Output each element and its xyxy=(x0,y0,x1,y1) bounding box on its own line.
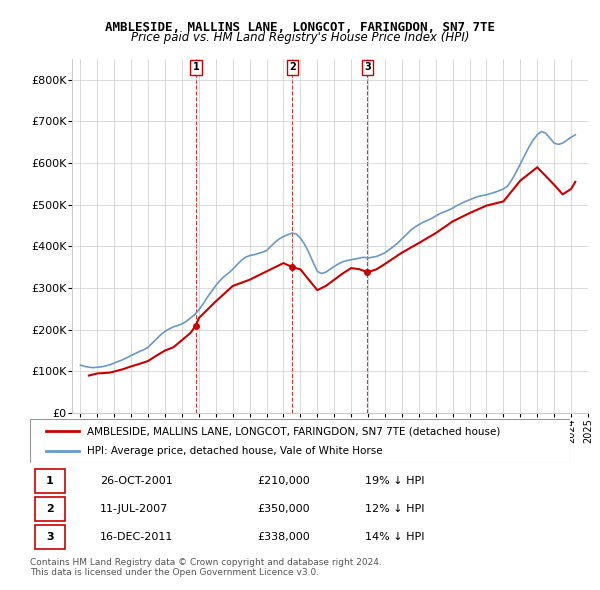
Text: 1: 1 xyxy=(46,476,54,486)
Text: AMBLESIDE, MALLINS LANE, LONGCOT, FARINGDON, SN7 7TE (detached house): AMBLESIDE, MALLINS LANE, LONGCOT, FARING… xyxy=(86,427,500,436)
Text: £350,000: £350,000 xyxy=(257,504,310,514)
Text: Contains HM Land Registry data © Crown copyright and database right 2024.
This d: Contains HM Land Registry data © Crown c… xyxy=(30,558,382,577)
Text: HPI: Average price, detached house, Vale of White Horse: HPI: Average price, detached house, Vale… xyxy=(86,446,382,455)
Text: £210,000: £210,000 xyxy=(257,476,310,486)
Text: £338,000: £338,000 xyxy=(257,532,310,542)
Text: 3: 3 xyxy=(364,63,371,73)
Text: AMBLESIDE, MALLINS LANE, LONGCOT, FARINGDON, SN7 7TE: AMBLESIDE, MALLINS LANE, LONGCOT, FARING… xyxy=(105,21,495,34)
Text: 14% ↓ HPI: 14% ↓ HPI xyxy=(365,532,424,542)
Text: 2: 2 xyxy=(289,63,296,73)
FancyBboxPatch shape xyxy=(30,419,570,463)
Text: 2: 2 xyxy=(46,504,54,514)
Text: 16-DEC-2011: 16-DEC-2011 xyxy=(100,532,173,542)
Text: 1: 1 xyxy=(193,63,199,73)
Text: 12% ↓ HPI: 12% ↓ HPI xyxy=(365,504,424,514)
Text: 19% ↓ HPI: 19% ↓ HPI xyxy=(365,476,424,486)
Text: 11-JUL-2007: 11-JUL-2007 xyxy=(100,504,169,514)
Text: 3: 3 xyxy=(46,532,54,542)
Text: 26-OCT-2001: 26-OCT-2001 xyxy=(100,476,173,486)
FancyBboxPatch shape xyxy=(35,468,65,493)
Text: Price paid vs. HM Land Registry's House Price Index (HPI): Price paid vs. HM Land Registry's House … xyxy=(131,31,469,44)
FancyBboxPatch shape xyxy=(35,497,65,521)
FancyBboxPatch shape xyxy=(35,525,65,549)
